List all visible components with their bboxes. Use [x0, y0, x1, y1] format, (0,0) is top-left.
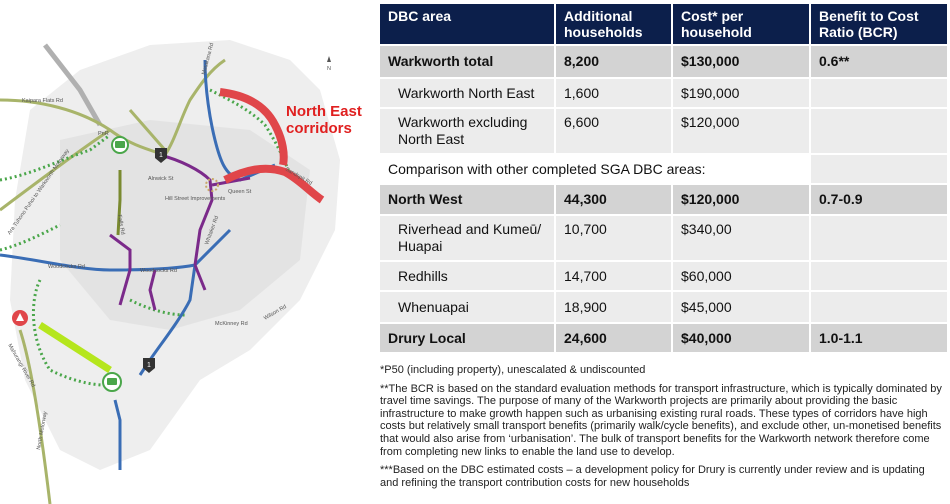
sh1-shield-icon-south	[143, 358, 155, 373]
cell-cost: $120,000	[671, 107, 811, 155]
cell-area: North West	[378, 183, 556, 216]
cell-area: Drury Local	[378, 322, 556, 354]
lime-corridor	[38, 322, 112, 373]
road-label-queen: Queen St	[228, 189, 252, 195]
cell-cost: $340,00	[671, 214, 811, 262]
road-label-hill-street: Hill Street Improvements	[165, 196, 225, 202]
morrison-purple	[148, 269, 157, 311]
sh1-shield-number-south: 1	[147, 362, 151, 369]
table-row: Riverhead and Kumeū/ Huapai 10,700 $340,…	[378, 214, 949, 262]
cell-bcr: 1.0-1.1	[809, 322, 949, 354]
road-label-woodcocks-west: Woodcocks Rd	[48, 264, 85, 270]
table-row: Comparison with other completed SGA DBC …	[378, 153, 949, 185]
road-label-alnwick: Alnwick St	[148, 176, 174, 182]
cell-households: 6,600	[554, 107, 673, 155]
table-footnotes: *P50 (including property), unescalated &…	[380, 364, 946, 495]
table-row: Warkworth North East 1,600 $190,000	[378, 77, 949, 109]
north-east-corridor-1	[219, 88, 288, 166]
cell-households: 1,600	[554, 77, 673, 109]
sh1-shield-icon-north	[155, 148, 167, 163]
cell-cost: $45,000	[671, 290, 811, 324]
warkworth-map: PnR 1 1 N Kaipara Flats Rd Matakana Rd S…	[0, 0, 372, 504]
dbc-cost-table: DBC area Additional households Cost* per…	[378, 2, 949, 354]
table-row: Whenuapai 18,900 $45,000	[378, 290, 949, 324]
north-arrow-icon	[327, 56, 331, 62]
table-row: North West 44,300 $120,000 0.7-0.9	[378, 183, 949, 216]
cell-cost: $130,000	[671, 44, 811, 79]
cell-households: 18,900	[554, 290, 673, 324]
cell-area: Warkworth total	[378, 44, 556, 79]
sh1-shield-number-north: 1	[159, 152, 163, 159]
marker-arrow-icon	[16, 313, 24, 321]
road-label-mckinney: McKinney Rd	[215, 321, 248, 327]
pnr-label: PnR	[98, 131, 109, 137]
cell-cost: $190,000	[671, 77, 811, 109]
footnote-dbc: ***Based on the DBC estimated costs – a …	[380, 464, 925, 489]
dbc-table-wrapper: DBC area Additional households Cost* per…	[378, 2, 949, 354]
header-bcr: Benefit to Cost Ratio (BCR)	[809, 2, 949, 46]
roundabout	[205, 178, 219, 192]
green-route-ne	[209, 88, 292, 176]
falls-road	[116, 170, 122, 236]
cell-comparison-note: Comparison with other completed SGA DBC …	[378, 153, 811, 185]
cell-bcr: 0.7-0.9	[809, 183, 949, 216]
header-cost-per-household: Cost* per household	[671, 2, 811, 46]
hill-street-purple	[159, 153, 214, 266]
cell-area: Warkworth excluding North East	[378, 107, 556, 155]
pnr-bus-glyph-south	[107, 378, 117, 385]
cell-bcr	[809, 107, 949, 155]
cell-cost: $120,000	[671, 183, 811, 216]
cell-area: Riverhead and Kumeū/ Huapai	[378, 214, 556, 262]
road-label-falls: Falls Rd	[116, 214, 125, 235]
road-label-kaipara: Kaipara Flats Rd	[22, 98, 63, 104]
north-east-corridor-2	[223, 164, 325, 204]
cell-households: 44,300	[554, 183, 673, 216]
cell-bcr	[809, 260, 949, 292]
table-row: Redhills 14,700 $60,000	[378, 260, 949, 292]
woodcocks-blue-road	[0, 228, 232, 272]
green-route-south	[31, 279, 106, 387]
table-row: Warkworth total 8,200 $130,000 0.6**	[378, 44, 949, 79]
cell-households: 24,600	[554, 322, 673, 354]
footnote-p50: *P50 (including property), unescalated &…	[380, 364, 646, 376]
cell-area: Whenuapai	[378, 290, 556, 324]
kaipara-road	[0, 98, 166, 157]
south-blue-road	[113, 399, 122, 470]
sh1-north-road	[43, 43, 103, 127]
cell-cost: $40,000	[671, 322, 811, 354]
cell-bcr	[809, 214, 949, 262]
map-graphic: PnR 1 1 N Kaipara Flats Rd Matakana Rd S…	[0, 40, 362, 504]
matakana-olive-road	[163, 58, 226, 156]
cell-cost: $60,000	[671, 260, 811, 292]
corridor-label-line2: corridors	[286, 120, 352, 137]
purple-spur	[193, 264, 207, 291]
cell-households: 8,200	[554, 44, 673, 79]
table-row: Warkworth excluding North East 6,600 $12…	[378, 107, 949, 155]
road-label-woodcocks-east: Woodcocks Rd	[140, 268, 177, 274]
header-additional-households: Additional households	[554, 2, 673, 46]
cell-households: 10,700	[554, 214, 673, 262]
north-arrow-label: N	[327, 66, 331, 72]
header-dbc-area: DBC area	[378, 2, 556, 46]
table-header-row: DBC area Additional households Cost* per…	[378, 2, 949, 46]
cell-bcr	[809, 153, 949, 185]
link-road	[128, 109, 167, 151]
cell-area: Warkworth North East	[378, 77, 556, 109]
mansel-purple	[109, 233, 132, 306]
corridor-label-line1: North East	[286, 103, 362, 120]
green-route-mid	[129, 298, 186, 317]
pnr-bus-glyph-north	[115, 141, 125, 148]
green-route-west	[0, 133, 111, 182]
north-motorway-road	[18, 329, 52, 504]
footnote-bcr: **The BCR is based on the standard evalu…	[380, 382, 942, 458]
cell-households: 14,700	[554, 260, 673, 292]
cell-bcr: 0.6**	[809, 44, 949, 79]
cell-bcr	[809, 77, 949, 109]
motorway-road	[0, 128, 111, 212]
table-row: Drury Local 24,600 $40,000 1.0-1.1	[378, 322, 949, 354]
cell-bcr	[809, 290, 949, 324]
cell-area: Redhills	[378, 260, 556, 292]
green-route-sw	[0, 223, 61, 252]
